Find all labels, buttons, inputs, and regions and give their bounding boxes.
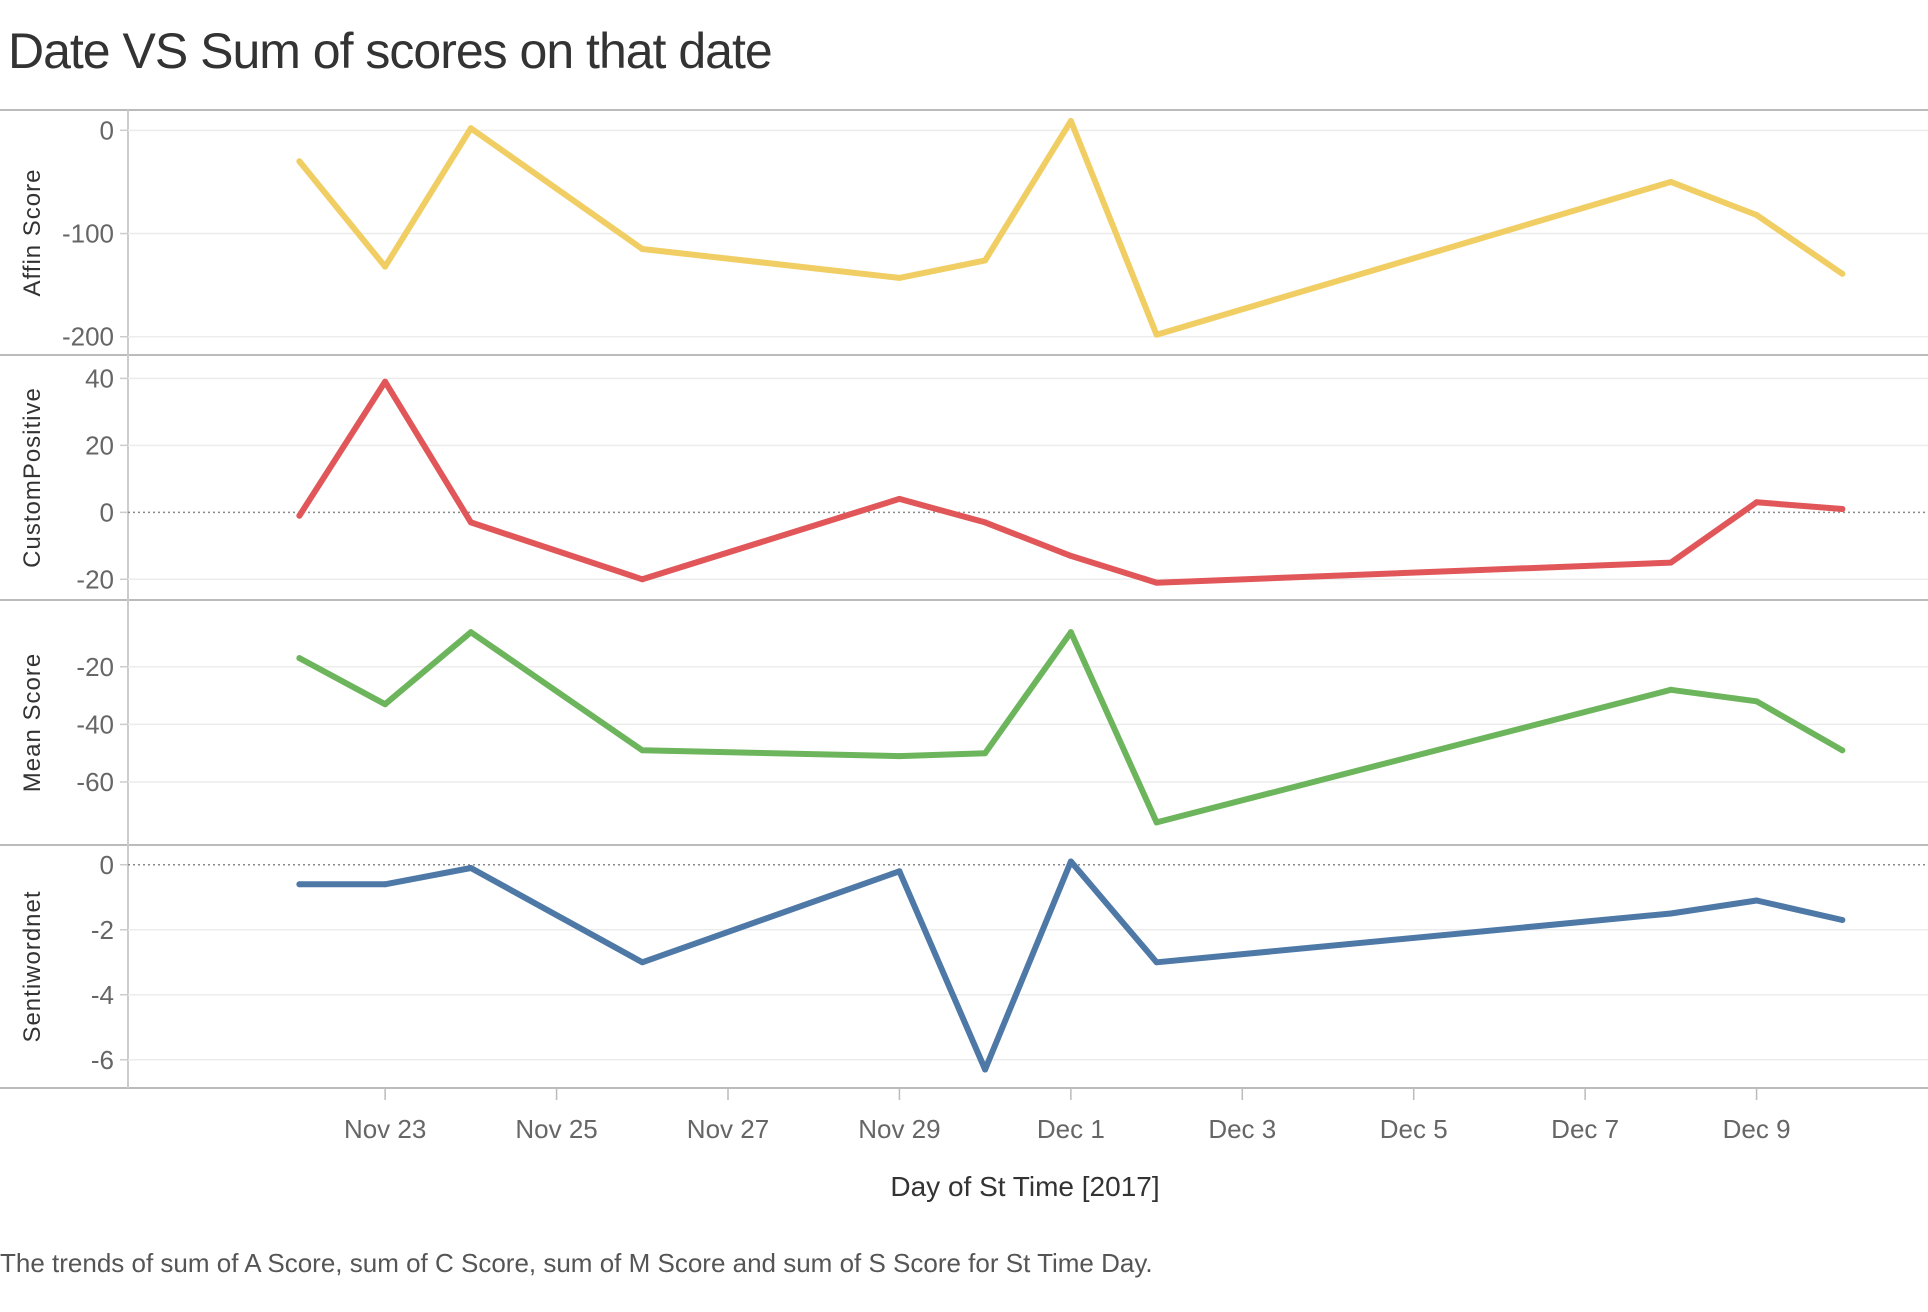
x-tick-label: Nov 23: [344, 1114, 426, 1144]
y-tick-label: -200: [62, 322, 114, 352]
x-tick-label: Dec 7: [1551, 1114, 1619, 1144]
x-tick-label: Dec 3: [1208, 1114, 1276, 1144]
data-point: [1153, 331, 1160, 338]
data-point: [1667, 910, 1674, 917]
data-point: [467, 125, 474, 132]
data-point: [982, 750, 989, 757]
data-point: [1753, 897, 1760, 904]
y-tick-label: 0: [100, 497, 114, 527]
y-tick-label: 20: [85, 430, 114, 460]
data-point: [896, 495, 903, 502]
data-point: [1153, 579, 1160, 586]
data-point: [1839, 505, 1846, 512]
y-tick-label: -20: [76, 564, 114, 594]
data-point: [296, 655, 303, 662]
x-tick-label: Nov 27: [687, 1114, 769, 1144]
series-line-sentiwordnet: [296, 858, 1846, 1073]
data-point: [896, 868, 903, 875]
data-point: [296, 881, 303, 888]
chart-title: Date VS Sum of scores on that date: [8, 23, 773, 79]
data-point: [896, 753, 903, 760]
data-point: [1839, 917, 1846, 923]
data-point: [382, 701, 389, 708]
data-point: [382, 378, 389, 385]
y-tick-label: 0: [100, 115, 114, 145]
data-point: [296, 158, 303, 165]
data-point: [296, 512, 303, 519]
y-axis-title: CustomPositive: [19, 387, 46, 568]
x-tick-label: Dec 5: [1380, 1114, 1448, 1144]
data-point: [639, 576, 646, 583]
series-line-custompositive: [296, 378, 1846, 586]
data-point: [1153, 819, 1160, 826]
y-tick-label: -2: [91, 915, 114, 945]
data-point: [382, 263, 389, 270]
data-point: [1667, 686, 1674, 693]
data-point: [639, 959, 646, 966]
data-point: [467, 629, 474, 636]
data-point: [1667, 178, 1674, 185]
data-point: [1153, 959, 1160, 966]
data-point: [1667, 559, 1674, 566]
data-point: [1067, 629, 1074, 636]
chart-caption: The trends of sum of A Score, sum of C S…: [0, 1248, 1153, 1278]
data-point: [982, 1066, 989, 1073]
x-tick-label: Dec 9: [1723, 1114, 1791, 1144]
data-point: [1753, 499, 1760, 506]
x-tick-label: Dec 1: [1037, 1114, 1105, 1144]
x-tick-label: Nov 29: [858, 1114, 940, 1144]
data-point: [467, 519, 474, 526]
data-point: [896, 274, 903, 281]
data-point: [639, 246, 646, 253]
data-point: [1067, 118, 1074, 125]
y-tick-label: -40: [76, 709, 114, 739]
y-tick-label: -60: [76, 767, 114, 797]
data-point: [467, 865, 474, 871]
data-point: [1839, 270, 1846, 277]
data-point: [1753, 211, 1760, 218]
y-tick-label: -4: [91, 980, 114, 1010]
data-point: [1067, 858, 1074, 865]
y-tick-label: -6: [91, 1045, 114, 1075]
series-line-affin-score: [296, 118, 1846, 338]
data-point: [1067, 552, 1074, 559]
x-axis-title: Day of St Time [2017]: [890, 1171, 1159, 1202]
data-point: [382, 881, 389, 888]
data-point: [1839, 747, 1846, 754]
data-point: [982, 257, 989, 264]
y-tick-label: -20: [76, 652, 114, 682]
y-tick-label: 40: [85, 363, 114, 393]
y-axis-title: Mean Score: [19, 653, 46, 792]
y-tick-label: -100: [62, 219, 114, 249]
data-point: [982, 519, 989, 526]
y-tick-label: 0: [100, 850, 114, 880]
y-axis-title: Sentiwordnet: [19, 890, 46, 1042]
data-point: [639, 747, 646, 754]
y-axis-title: Affin Score: [19, 169, 46, 297]
series-line-mean-score: [296, 629, 1846, 826]
data-point: [1753, 698, 1760, 705]
x-tick-label: Nov 25: [515, 1114, 597, 1144]
